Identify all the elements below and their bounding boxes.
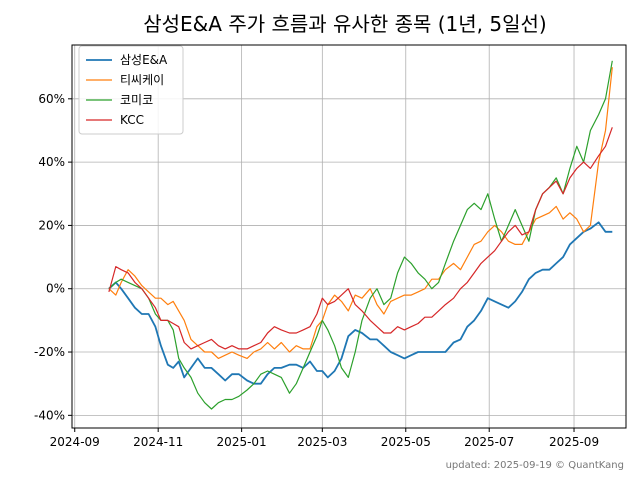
x-tick-label: 2024-11: [133, 435, 183, 449]
x-tick-label: 2025-07: [464, 435, 514, 449]
plot-frame: [71, 44, 627, 429]
x-tick-label: 2025-09: [549, 435, 599, 449]
y-tick-label: 60%: [38, 92, 65, 106]
x-tick-label: 2025-05: [381, 435, 431, 449]
y-tick-label: 20%: [38, 218, 65, 232]
axis-ticks: 2024-09 2024-11 2025-01 2025-03 2025-05 2025-…: [34, 92, 599, 449]
y-tick-label: 40%: [38, 155, 65, 169]
footer-text: updated: 2025-09-19 © QuantKang: [446, 460, 624, 471]
series-line-1: [108, 221, 613, 385]
series-lines: [108, 60, 613, 410]
legend-label: 코미코: [120, 93, 153, 107]
x-tick-label: 2025-01: [217, 435, 267, 449]
y-tick-label: 0%: [46, 282, 65, 296]
legend-label: 티씨케이: [120, 73, 164, 87]
y-tick-label: -20%: [34, 345, 65, 359]
legend-label: 삼성E&A: [120, 53, 168, 67]
y-tick-label: -40%: [34, 408, 65, 422]
chart-title: 삼성E&A 주가 흐름과 유사한 종목 (1년, 5일선): [143, 12, 546, 36]
legend-label: KCC: [120, 113, 144, 127]
series-line-4: [108, 127, 613, 350]
x-tick-label: 2024-09: [50, 435, 100, 449]
x-tick-label: 2025-03: [297, 435, 347, 449]
grid: [72, 45, 626, 428]
series-line-3: [108, 60, 613, 410]
legend-box: [78, 45, 184, 135]
